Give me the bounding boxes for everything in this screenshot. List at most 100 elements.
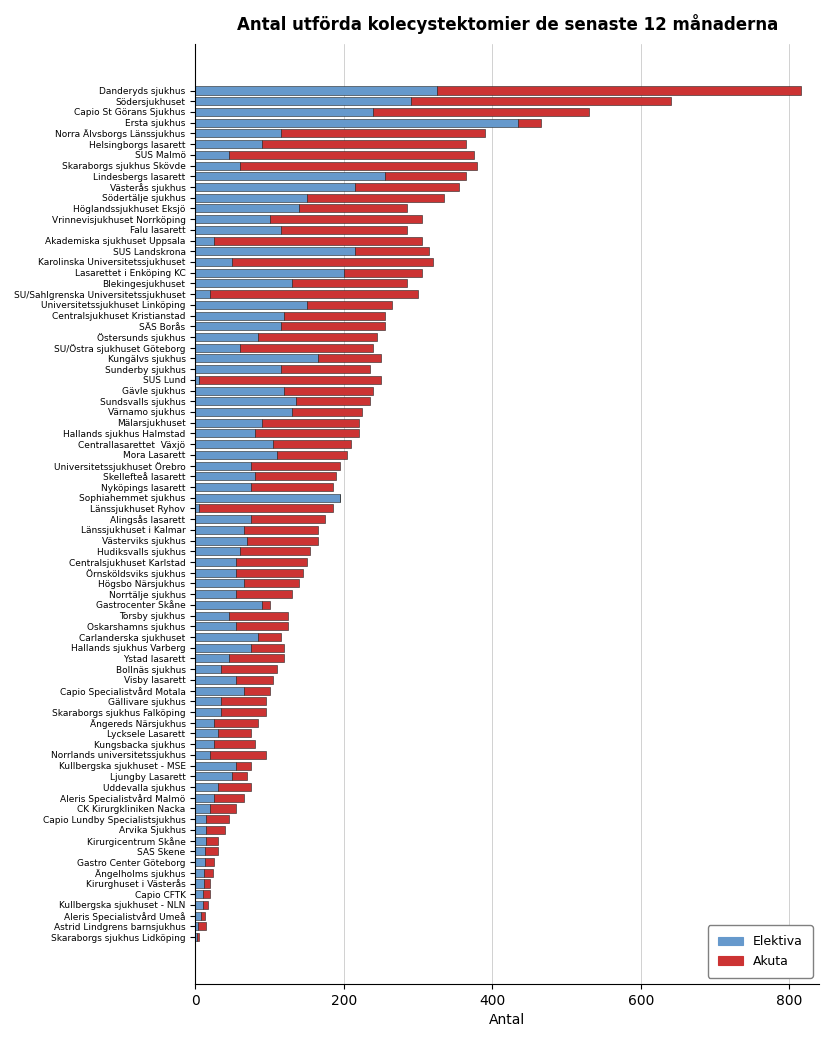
Bar [436, 86, 801, 95]
Bar [273, 440, 352, 449]
Bar [195, 548, 240, 555]
Bar [195, 526, 243, 534]
Bar [195, 740, 214, 748]
Bar [195, 900, 202, 909]
Bar [214, 718, 258, 727]
Bar [195, 429, 255, 437]
Bar [203, 890, 210, 898]
Bar [385, 172, 466, 180]
Bar [195, 301, 307, 309]
Bar [232, 258, 433, 266]
Bar [258, 333, 377, 341]
Bar [198, 922, 206, 931]
Bar [207, 815, 228, 823]
Bar [195, 837, 207, 844]
Bar [243, 580, 299, 587]
Bar [232, 772, 247, 781]
Bar [195, 376, 199, 384]
Bar [236, 762, 251, 769]
Bar [195, 194, 307, 202]
Bar [195, 311, 284, 320]
Bar [281, 323, 385, 330]
Bar [195, 687, 243, 694]
Bar [204, 869, 213, 877]
Bar [195, 226, 281, 234]
Bar [195, 505, 199, 512]
Bar [195, 290, 210, 298]
Bar [210, 805, 236, 813]
Bar [251, 483, 332, 491]
Bar [195, 869, 204, 877]
Bar [205, 847, 217, 856]
Bar [228, 151, 474, 159]
Bar [195, 772, 232, 781]
Bar [195, 793, 214, 802]
Bar [262, 601, 270, 609]
Bar [195, 183, 355, 191]
Legend: Elektiva, Akuta: Elektiva, Akuta [708, 925, 813, 977]
Bar [255, 429, 359, 437]
Bar [205, 858, 214, 866]
Bar [195, 922, 198, 931]
Bar [243, 526, 317, 534]
Bar [195, 633, 258, 641]
Bar [195, 398, 296, 405]
Bar [195, 333, 258, 341]
Bar [195, 655, 228, 662]
Bar [195, 418, 262, 427]
Bar [195, 611, 228, 619]
Bar [195, 386, 284, 395]
Bar [240, 344, 373, 352]
Bar [355, 183, 459, 191]
Bar [228, 611, 288, 619]
Bar [195, 601, 262, 609]
Bar [236, 623, 288, 631]
Bar [195, 483, 251, 491]
Bar [202, 912, 205, 919]
Bar [214, 793, 243, 802]
Bar [292, 279, 407, 287]
Bar [228, 655, 284, 662]
Bar [236, 676, 273, 684]
Bar [195, 580, 243, 587]
Bar [195, 880, 204, 888]
Bar [255, 473, 337, 480]
Bar [210, 290, 418, 298]
Bar [281, 226, 407, 234]
Bar [277, 451, 347, 459]
Bar [195, 858, 205, 866]
Bar [251, 643, 284, 652]
Bar [195, 643, 251, 652]
Bar [284, 311, 385, 320]
Bar [251, 515, 325, 524]
Bar [195, 783, 217, 791]
Bar [195, 151, 228, 159]
Bar [195, 97, 411, 105]
Bar [195, 461, 251, 469]
Bar [197, 933, 199, 941]
Bar [195, 536, 247, 544]
Bar [195, 493, 340, 502]
Bar [281, 365, 370, 373]
Bar [207, 837, 217, 844]
Bar [195, 558, 236, 566]
Title: Antal utförda kolecystektomier de senaste 12 månaderna: Antal utförda kolecystektomier de senast… [237, 14, 778, 34]
Bar [195, 815, 207, 823]
Bar [195, 451, 277, 459]
Bar [195, 718, 214, 727]
Bar [317, 354, 381, 362]
Bar [207, 826, 225, 834]
Bar [214, 740, 255, 748]
Bar [195, 568, 236, 577]
Bar [195, 161, 240, 170]
Bar [195, 826, 207, 834]
Bar [195, 730, 217, 737]
Bar [270, 215, 421, 223]
Bar [284, 386, 373, 395]
Bar [195, 590, 236, 599]
Bar [195, 933, 197, 941]
Bar [296, 398, 370, 405]
Bar [195, 697, 222, 706]
Bar [195, 141, 262, 148]
Bar [195, 912, 202, 919]
